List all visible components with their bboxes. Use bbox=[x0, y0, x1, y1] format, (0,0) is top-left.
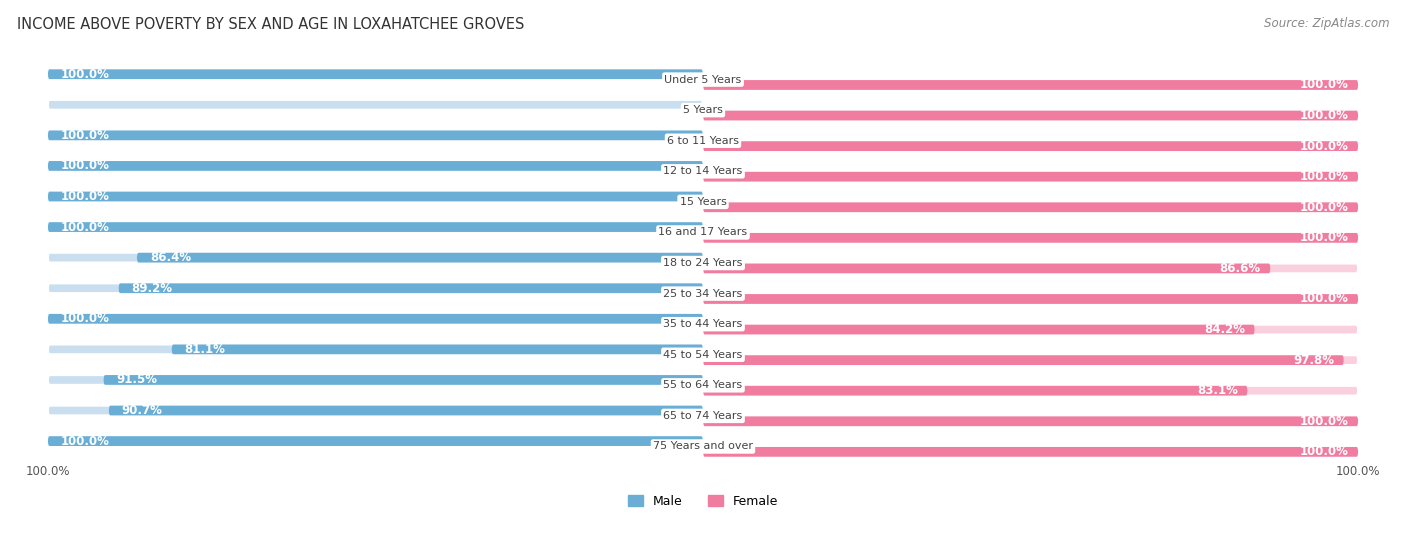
FancyBboxPatch shape bbox=[703, 294, 1358, 304]
Text: 89.2%: 89.2% bbox=[132, 282, 173, 295]
Text: 91.5%: 91.5% bbox=[117, 373, 157, 386]
FancyBboxPatch shape bbox=[48, 161, 703, 171]
Legend: Male, Female: Male, Female bbox=[623, 490, 783, 513]
Text: 65 to 74 Years: 65 to 74 Years bbox=[664, 411, 742, 421]
Text: 45 to 54 Years: 45 to 54 Years bbox=[664, 350, 742, 360]
Text: Under 5 Years: Under 5 Years bbox=[665, 74, 741, 84]
Text: 100.0%: 100.0% bbox=[1299, 140, 1348, 153]
FancyBboxPatch shape bbox=[48, 314, 703, 324]
FancyBboxPatch shape bbox=[703, 416, 1358, 426]
FancyBboxPatch shape bbox=[136, 253, 703, 263]
FancyBboxPatch shape bbox=[48, 314, 703, 324]
Text: 97.8%: 97.8% bbox=[1294, 354, 1334, 367]
FancyBboxPatch shape bbox=[48, 375, 703, 385]
Text: 100.0%: 100.0% bbox=[60, 221, 110, 234]
FancyBboxPatch shape bbox=[48, 192, 703, 201]
Text: 86.6%: 86.6% bbox=[1219, 262, 1261, 275]
FancyBboxPatch shape bbox=[703, 325, 1358, 334]
FancyBboxPatch shape bbox=[48, 222, 703, 232]
FancyBboxPatch shape bbox=[48, 436, 703, 446]
Text: 6 to 11 Years: 6 to 11 Years bbox=[666, 136, 740, 146]
Text: 75 Years and over: 75 Years and over bbox=[652, 442, 754, 452]
FancyBboxPatch shape bbox=[48, 253, 703, 263]
FancyBboxPatch shape bbox=[703, 202, 1358, 212]
Text: 55 to 64 Years: 55 to 64 Years bbox=[664, 380, 742, 390]
Text: 84.2%: 84.2% bbox=[1204, 323, 1244, 336]
FancyBboxPatch shape bbox=[48, 69, 703, 79]
Text: 100.0%: 100.0% bbox=[60, 159, 110, 172]
FancyBboxPatch shape bbox=[703, 325, 1254, 334]
Text: 15 Years: 15 Years bbox=[679, 197, 727, 207]
Text: 12 to 14 Years: 12 to 14 Years bbox=[664, 167, 742, 176]
FancyBboxPatch shape bbox=[703, 355, 1344, 365]
FancyBboxPatch shape bbox=[703, 202, 1358, 212]
FancyBboxPatch shape bbox=[48, 406, 703, 415]
FancyBboxPatch shape bbox=[703, 141, 1358, 151]
FancyBboxPatch shape bbox=[703, 172, 1358, 182]
FancyBboxPatch shape bbox=[48, 130, 703, 140]
Text: 100.0%: 100.0% bbox=[1299, 201, 1348, 214]
FancyBboxPatch shape bbox=[48, 100, 703, 110]
Text: 35 to 44 Years: 35 to 44 Years bbox=[664, 319, 742, 329]
FancyBboxPatch shape bbox=[703, 80, 1358, 90]
Text: 5 Years: 5 Years bbox=[683, 105, 723, 115]
FancyBboxPatch shape bbox=[703, 447, 1358, 457]
FancyBboxPatch shape bbox=[703, 447, 1358, 457]
Text: 81.1%: 81.1% bbox=[184, 343, 225, 356]
Text: 86.4%: 86.4% bbox=[150, 251, 191, 264]
FancyBboxPatch shape bbox=[703, 80, 1358, 90]
FancyBboxPatch shape bbox=[703, 141, 1358, 151]
FancyBboxPatch shape bbox=[172, 344, 703, 354]
Text: 100.0%: 100.0% bbox=[60, 190, 110, 203]
FancyBboxPatch shape bbox=[48, 436, 703, 446]
Text: 83.1%: 83.1% bbox=[1197, 384, 1237, 397]
Text: 90.7%: 90.7% bbox=[122, 404, 163, 417]
Text: 100.0%: 100.0% bbox=[60, 68, 110, 80]
Text: 16 and 17 Years: 16 and 17 Years bbox=[658, 228, 748, 238]
FancyBboxPatch shape bbox=[703, 263, 1358, 273]
Text: 100.0%: 100.0% bbox=[1299, 446, 1348, 458]
Text: 100.0%: 100.0% bbox=[1336, 466, 1381, 479]
Text: 100.0%: 100.0% bbox=[1299, 415, 1348, 428]
FancyBboxPatch shape bbox=[108, 406, 703, 415]
FancyBboxPatch shape bbox=[104, 375, 703, 385]
FancyBboxPatch shape bbox=[118, 283, 703, 293]
FancyBboxPatch shape bbox=[48, 344, 703, 354]
Text: 100.0%: 100.0% bbox=[25, 466, 70, 479]
Text: 100.0%: 100.0% bbox=[60, 434, 110, 448]
FancyBboxPatch shape bbox=[703, 111, 1358, 120]
FancyBboxPatch shape bbox=[703, 172, 1358, 182]
FancyBboxPatch shape bbox=[703, 263, 1271, 273]
FancyBboxPatch shape bbox=[703, 294, 1358, 304]
FancyBboxPatch shape bbox=[703, 386, 1247, 396]
FancyBboxPatch shape bbox=[703, 233, 1358, 243]
Text: INCOME ABOVE POVERTY BY SEX AND AGE IN LOXAHATCHEE GROVES: INCOME ABOVE POVERTY BY SEX AND AGE IN L… bbox=[17, 17, 524, 32]
Text: 100.0%: 100.0% bbox=[1299, 170, 1348, 183]
Text: 25 to 34 Years: 25 to 34 Years bbox=[664, 288, 742, 299]
FancyBboxPatch shape bbox=[703, 233, 1358, 243]
Text: Source: ZipAtlas.com: Source: ZipAtlas.com bbox=[1264, 17, 1389, 30]
Text: 100.0%: 100.0% bbox=[60, 312, 110, 325]
FancyBboxPatch shape bbox=[703, 111, 1358, 120]
Text: 100.0%: 100.0% bbox=[1299, 109, 1348, 122]
Text: 100.0%: 100.0% bbox=[1299, 78, 1348, 92]
Text: 100.0%: 100.0% bbox=[1299, 231, 1348, 244]
FancyBboxPatch shape bbox=[48, 192, 703, 201]
Text: 100.0%: 100.0% bbox=[60, 129, 110, 142]
FancyBboxPatch shape bbox=[703, 386, 1358, 396]
FancyBboxPatch shape bbox=[48, 69, 703, 79]
FancyBboxPatch shape bbox=[703, 355, 1358, 365]
FancyBboxPatch shape bbox=[703, 416, 1358, 426]
Text: 100.0%: 100.0% bbox=[1299, 292, 1348, 305]
FancyBboxPatch shape bbox=[48, 161, 703, 171]
FancyBboxPatch shape bbox=[48, 130, 703, 140]
FancyBboxPatch shape bbox=[48, 283, 703, 293]
FancyBboxPatch shape bbox=[48, 222, 703, 232]
Text: 18 to 24 Years: 18 to 24 Years bbox=[664, 258, 742, 268]
